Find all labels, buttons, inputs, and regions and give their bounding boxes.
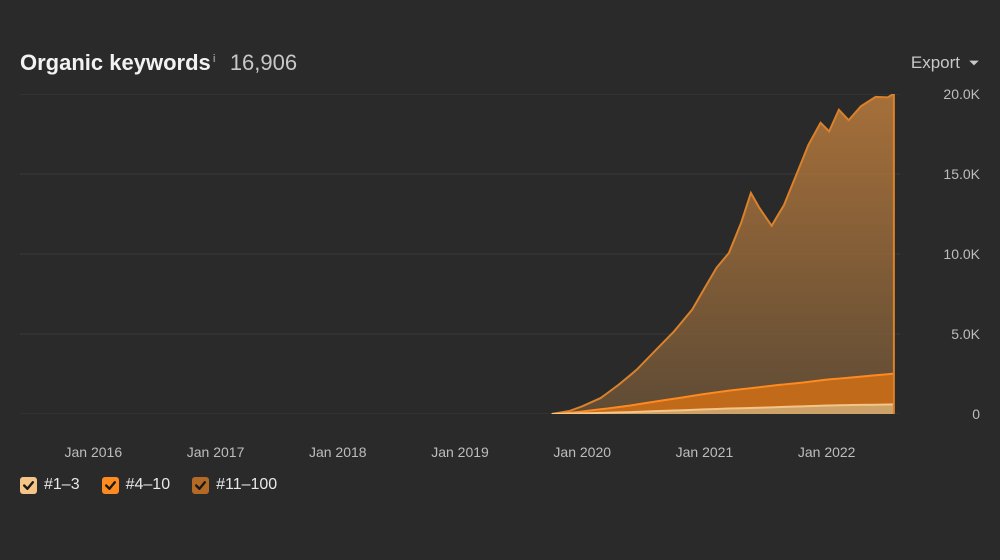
legend-label: #1–3 — [44, 476, 80, 494]
y-tick-label: 5.0K — [951, 326, 980, 342]
check-icon — [194, 479, 207, 492]
header-left: Organic keywordsi 16,906 — [20, 50, 297, 76]
chart-area: 05.0K10.0K15.0K20.0K Jan 2016Jan 2017Jan… — [20, 94, 980, 434]
x-tick-label: Jan 2021 — [676, 444, 734, 460]
legend-checkbox[interactable] — [20, 477, 37, 494]
chart-legend: #1–3 #4–10 #11–100 — [20, 476, 980, 494]
keyword-count: 16,906 — [230, 50, 297, 76]
export-button[interactable]: Export — [911, 53, 980, 73]
legend-label: #4–10 — [126, 476, 171, 494]
panel-title: Organic keywordsi — [20, 50, 216, 76]
stacked-area-chart — [20, 94, 900, 414]
x-tick-label: Jan 2022 — [798, 444, 856, 460]
x-tick-label: Jan 2020 — [553, 444, 611, 460]
y-tick-label: 15.0K — [943, 166, 980, 182]
title-text: Organic keywords — [20, 50, 211, 75]
caret-down-icon — [968, 57, 980, 69]
y-tick-label: 10.0K — [943, 246, 980, 262]
y-tick-label: 0 — [972, 406, 980, 422]
y-tick-label: 20.0K — [943, 86, 980, 102]
info-icon[interactable]: i — [213, 53, 216, 65]
x-tick-label: Jan 2019 — [431, 444, 489, 460]
legend-checkbox[interactable] — [102, 477, 119, 494]
legend-item-0[interactable]: #1–3 — [20, 476, 80, 494]
legend-checkbox[interactable] — [192, 477, 209, 494]
legend-item-1[interactable]: #4–10 — [102, 476, 171, 494]
legend-item-2[interactable]: #11–100 — [192, 476, 277, 494]
x-tick-label: Jan 2016 — [65, 444, 123, 460]
organic-keywords-panel: Organic keywordsi 16,906 Export 0 5.0K 10.… — [20, 50, 980, 540]
legend-label: #11–100 — [216, 476, 277, 494]
check-icon — [104, 479, 117, 492]
panel-header: Organic keywordsi 16,906 Export — [20, 50, 980, 76]
x-tick-label: Jan 2018 — [309, 444, 367, 460]
check-icon — [22, 479, 35, 492]
x-tick-label: Jan 2017 — [187, 444, 245, 460]
export-label: Export — [911, 53, 960, 73]
